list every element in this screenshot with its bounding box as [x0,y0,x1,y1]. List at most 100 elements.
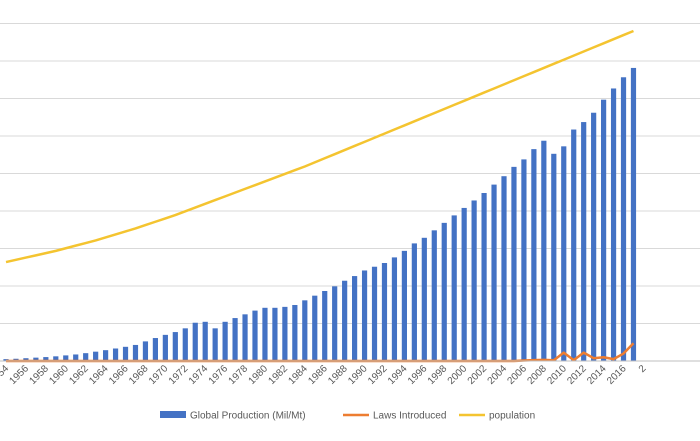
x-tick-label: 1958 [27,363,51,387]
bar-global-production [152,338,158,361]
bar-global-production [63,355,69,361]
x-tick-label: 1996 [406,363,430,387]
line-population [5,29,634,264]
bar-global-production [441,222,447,361]
bar-global-production [262,307,268,361]
x-tick-label: 2004 [486,363,510,387]
bar-global-production [302,300,308,361]
bar-global-production [461,207,467,361]
bar-global-production [361,270,368,361]
legend: Global Production (Mil/Mt) Laws Introduce… [160,411,535,422]
bar-global-production [630,67,637,361]
x-tick-label: 2 [637,363,649,375]
bar-global-production [531,149,537,361]
bar-global-production [292,305,298,361]
bar-global-production [381,263,388,361]
x-tick-label: 1998 [426,363,450,387]
bar-global-production [242,314,248,361]
bar-global-production [511,166,517,361]
x-tick-label: 1980 [247,363,271,387]
x-tick-label: 1956 [8,363,32,387]
bar-global-production [620,77,627,362]
bar-global-production [521,159,527,361]
bar-global-production [222,321,228,361]
bar-global-production [371,266,378,361]
x-tick-label: 1982 [266,363,290,387]
bar-global-production [202,321,208,361]
x-tick-label: 1986 [306,363,330,387]
bar-global-production [352,276,358,361]
x-tick-label: 2016 [605,363,629,387]
bar-global-production [561,146,567,361]
bar-global-production [83,353,89,361]
bar-global-production [431,230,437,361]
x-tick-label: 2012 [565,363,589,387]
legend-swatch [160,411,186,418]
bar-global-production [391,257,398,361]
x-tick-label: 1972 [167,363,191,387]
bar-global-production [501,176,507,361]
bar-global-production [481,193,487,361]
bar-global-production [132,344,139,361]
x-tick-label: 1974 [187,363,211,387]
bar-global-production [421,237,427,361]
x-tick-label: 1990 [346,363,370,387]
bar-global-production [212,328,218,361]
x-tick-label: 2002 [466,363,490,387]
bar-global-production [43,357,49,361]
x-tick-label: 2008 [525,363,549,387]
bar-global-production [411,243,417,361]
x-tick-label: 1964 [87,363,111,387]
bar-global-production [451,215,457,361]
bar-global-production [122,346,129,361]
bar-global-production [112,348,119,361]
bar-global-production [53,356,59,361]
bar-global-production [312,295,318,361]
line-series [5,29,635,363]
bar-global-production [73,354,79,361]
bar-global-production [272,307,278,361]
x-tick-label: 1984 [286,363,310,387]
bar-global-production [282,306,288,361]
bar-global-production [162,334,168,361]
x-tick-label: 1968 [127,363,151,387]
bar-global-production [551,153,557,361]
line-laws-introduced [6,342,635,363]
bar-global-production [322,291,328,361]
x-tick-labels: 1954195619581960196219641966196819701972… [0,363,649,387]
bar-global-production [491,184,497,361]
bar-global-production [252,310,258,361]
bar-global-production [571,129,577,361]
x-tick-label: 2010 [545,363,569,387]
bar-global-production [142,341,149,361]
x-tick-label: 1970 [147,363,171,387]
x-tick-label: 1994 [386,363,410,387]
bar-global-production [182,328,188,361]
x-tick-label: 2006 [506,363,530,387]
bar-global-production [471,200,477,361]
x-tick-label: 2000 [446,363,470,387]
x-tick-label: 1992 [366,363,390,387]
bar-global-production [332,286,338,361]
gridlines [0,23,700,324]
bar-global-production [232,318,238,361]
x-tick-label: 1960 [47,363,71,387]
bar-global-production [581,122,587,361]
x-tick-label: 1962 [67,363,91,387]
x-tick-label: 1988 [326,363,350,387]
bar-global-production [93,351,99,361]
x-tick-label: 1954 [0,363,11,387]
bar-series [3,67,637,362]
x-tick-label: 2014 [585,363,609,387]
x-tick-label: 1976 [207,363,231,387]
bar-global-production [23,358,29,361]
x-tick-label: 1978 [227,363,251,387]
bar-global-production [192,322,198,361]
bar-global-production [103,350,109,361]
legend-label: Laws Introduced [373,411,446,422]
bar-global-production [33,357,39,361]
bar-global-production [342,280,348,361]
bar-global-production [610,88,617,361]
